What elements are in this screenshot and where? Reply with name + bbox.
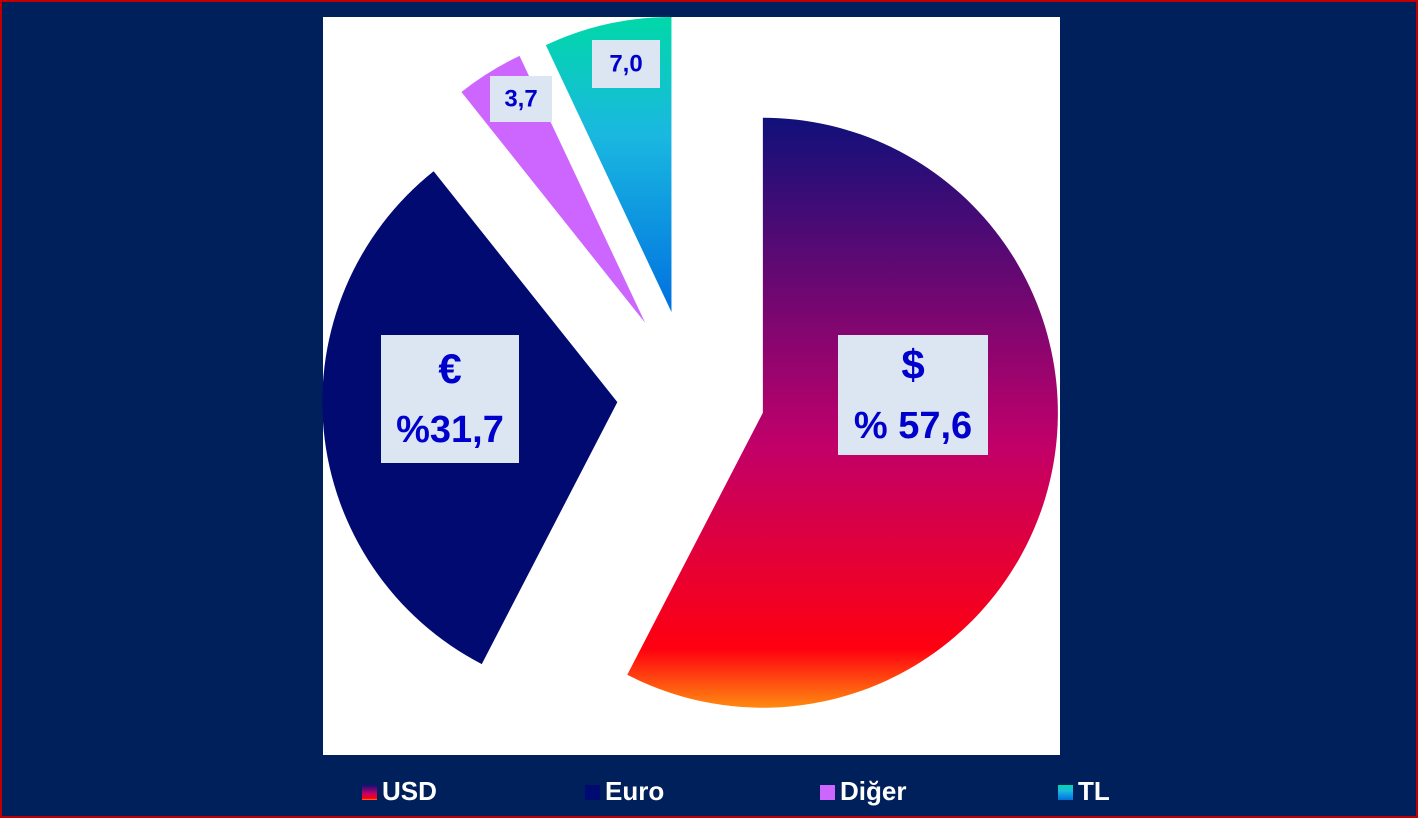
label-box bbox=[592, 40, 660, 88]
legend-label: Diğer bbox=[840, 776, 906, 806]
label-box bbox=[490, 76, 552, 122]
label-box bbox=[838, 335, 988, 455]
legend-label: USD bbox=[382, 776, 437, 806]
legend-swatch bbox=[362, 785, 377, 800]
pie-slice bbox=[461, 55, 646, 323]
data-label: % 57,6 bbox=[854, 405, 972, 447]
legend-label: TL bbox=[1078, 776, 1110, 806]
legend-swatch bbox=[1058, 785, 1073, 800]
slice-symbol: $ bbox=[901, 341, 924, 388]
data-label: 7,0 bbox=[609, 50, 642, 77]
pie-slice bbox=[545, 17, 672, 313]
legend-swatch bbox=[820, 785, 835, 800]
slice-symbol: € bbox=[438, 345, 461, 392]
data-label: %31,7 bbox=[396, 409, 504, 451]
legend-swatch bbox=[585, 785, 600, 800]
label-box bbox=[381, 335, 519, 463]
legend-label: Euro bbox=[605, 776, 664, 806]
data-label: 3,7 bbox=[504, 85, 537, 112]
